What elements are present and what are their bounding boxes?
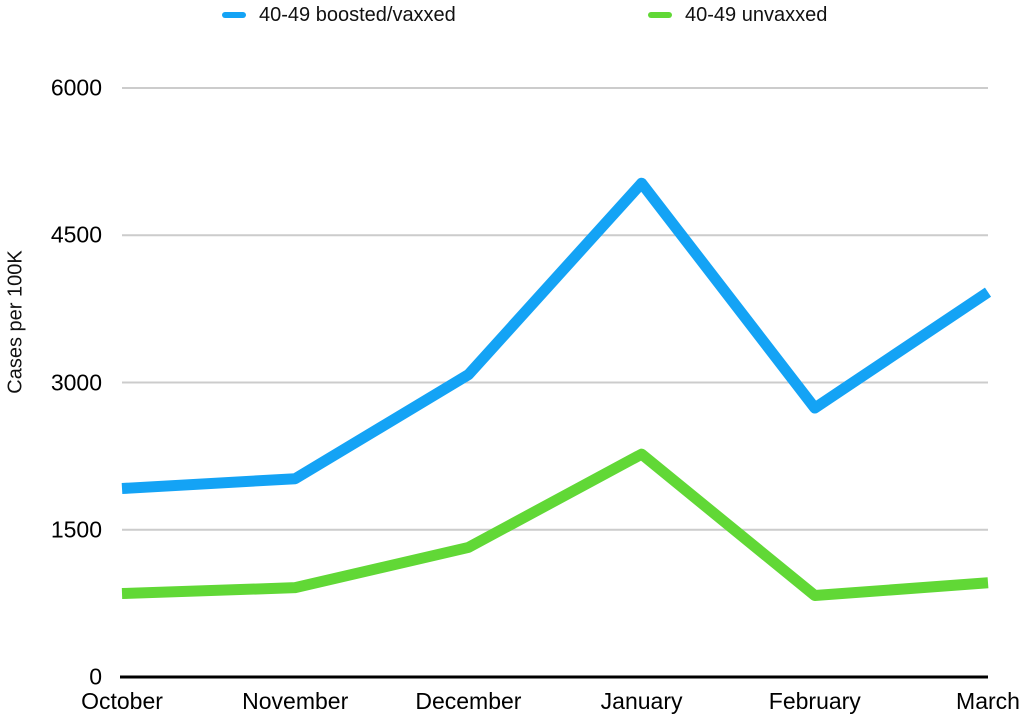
gridlines <box>120 87 988 679</box>
legend-swatch-boosted-icon <box>222 12 246 18</box>
legend-item-boosted: 40-49 boosted/vaxxed <box>222 4 456 26</box>
legend-item-unvaxxed: 40-49 unvaxxed <box>648 4 827 26</box>
y-tick-label: 0 <box>89 663 102 690</box>
legend-label-boosted: 40-49 boosted/vaxxed <box>259 4 456 26</box>
y-tick-label: 4500 <box>50 221 102 248</box>
series-line-0 <box>121 177 992 495</box>
legend-label-unvaxxed: 40-49 unvaxxed <box>685 4 828 26</box>
data-series <box>121 177 992 602</box>
y-tick-label: 6000 <box>50 74 102 101</box>
y-tick-label: 1500 <box>50 516 102 543</box>
y-tick-label: 3000 <box>50 369 102 395</box>
x-tick-label: November <box>242 688 349 714</box>
x-tick-label: March <box>956 688 1020 714</box>
x-tick-label: February <box>768 688 861 714</box>
legend-swatch-unvaxxed-icon <box>648 12 672 18</box>
x-tick-label: October <box>81 688 163 714</box>
series-line-1 <box>121 448 989 602</box>
x-tick-label: December <box>415 688 522 714</box>
x-tick-label: January <box>600 688 683 714</box>
